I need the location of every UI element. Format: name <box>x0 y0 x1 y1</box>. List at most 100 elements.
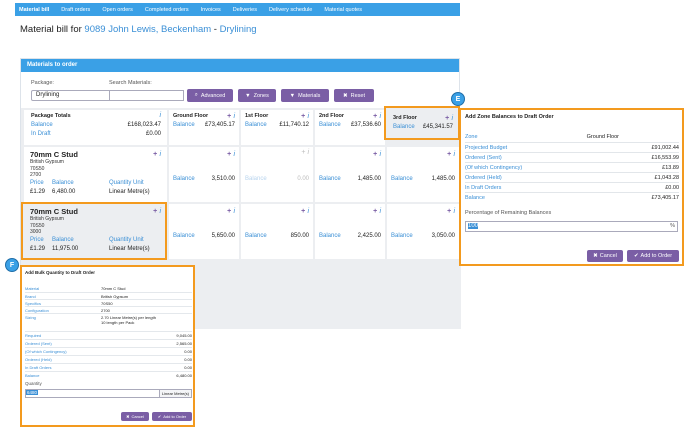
add-icon[interactable]: + <box>447 208 452 215</box>
info-icon[interactable]: i <box>379 208 381 215</box>
add-to-order-button[interactable]: ✔ Add to Order <box>152 412 192 421</box>
materials-button[interactable]: ▼ Materials <box>281 89 329 102</box>
zone-name: 3rd Floor <box>393 115 417 121</box>
project-link[interactable]: 9089 John Lewis, Beckenham <box>84 24 212 35</box>
dialog-row: Brand British Gypsum <box>25 292 192 299</box>
cell-balance-value: 3,050.00 <box>431 233 455 239</box>
zone-balances-dialog: Add Zone Balances to Draft Order Zone Gro… <box>459 108 684 266</box>
add-icon[interactable]: + <box>153 208 158 215</box>
row-value: Ground Floor <box>586 134 619 140</box>
dialog-row: Projected Budget £91,002.44 <box>465 142 679 151</box>
nav-invoices[interactable]: Invoices <box>200 6 221 13</box>
info-icon[interactable]: i <box>233 208 235 215</box>
add-label: Add to Order <box>163 414 187 419</box>
add-icon[interactable]: + <box>373 113 378 120</box>
nav-completed-orders[interactable]: Completed orders <box>144 6 189 13</box>
info-icon[interactable]: i <box>159 151 161 158</box>
cell-balance-label: Balance <box>391 233 413 239</box>
add-icon[interactable]: + <box>227 113 232 120</box>
info-icon[interactable]: i <box>233 151 235 158</box>
reset-button[interactable]: ✖ Reset <box>334 89 374 102</box>
row-value: £91,002.44 <box>651 145 679 151</box>
info-icon[interactable]: i <box>307 208 309 215</box>
info-icon[interactable]: i <box>453 151 455 158</box>
info-icon[interactable]: i <box>453 208 455 215</box>
totals-draft-value: £0.00 <box>145 131 161 137</box>
info-icon[interactable]: i <box>379 151 381 158</box>
dialog-row: Balance £73,405.17 <box>465 192 679 201</box>
material-row-2: 70mm C Stud + i British Gypsum 70S50 300… <box>24 204 167 259</box>
dialog-row: Specifics 70S50 <box>25 299 192 306</box>
add-icon[interactable]: + <box>373 208 378 215</box>
row-key: In Draft Orders <box>25 365 52 370</box>
material-zone-cell: + i Balance 2,425.00 <box>315 204 385 259</box>
add-icon[interactable]: + <box>227 151 232 158</box>
zone-name: 1st Floor <box>245 113 269 119</box>
material-brand: British Gypsum <box>30 159 64 165</box>
add-icon[interactable]: + <box>445 115 450 122</box>
add-icon[interactable]: + <box>227 208 232 215</box>
page-title: Material bill for 9089 John Lewis, Becke… <box>20 24 257 35</box>
row-value: £1,043.28 <box>654 175 679 181</box>
info-icon[interactable]: i <box>233 113 235 120</box>
row-value: 70mm C Stud <box>101 286 126 291</box>
cell-balance-value: 850.00 <box>290 233 309 239</box>
nav-deliveries[interactable]: Deliveries <box>232 6 257 13</box>
row-key: Zone <box>465 134 478 140</box>
info-icon[interactable]: i <box>451 115 453 122</box>
nav-delivery-schedule[interactable]: Delivery schedule <box>268 6 313 13</box>
dialog-row: 10 length per Pack <box>25 319 192 325</box>
cell-balance-label: Balance <box>319 176 341 182</box>
dialog-row: Zone Ground Floor <box>465 132 679 140</box>
quantity-unit-value: Linear Metre(s) <box>109 189 150 195</box>
callout-badge-f: F <box>5 258 19 272</box>
search-icon: ⌕ <box>194 92 198 98</box>
cancel-button[interactable]: ✖ Cancel <box>121 412 149 421</box>
reset-label: Reset <box>350 92 365 99</box>
material-name: 70mm C Stud <box>30 150 78 159</box>
advanced-button[interactable]: ⌕ Advanced <box>187 89 233 102</box>
search-label: Search Materials: <box>109 80 152 86</box>
add-icon[interactable]: + <box>301 113 306 120</box>
add-icon[interactable]: + <box>301 208 306 215</box>
nav-material-quotes[interactable]: Material quotes <box>324 6 362 13</box>
row-value: 10 length per Pack <box>101 320 135 325</box>
dialog-row: Required 9,045.00 <box>25 331 192 338</box>
zones-button[interactable]: ▼ Zones <box>238 89 276 102</box>
add-to-order-button[interactable]: ✔ Add to Order <box>627 250 679 262</box>
cancel-button[interactable]: ✖ Cancel <box>587 250 623 262</box>
nav-draft-orders[interactable]: Draft orders <box>61 6 91 13</box>
add-icon[interactable]: + <box>447 151 452 158</box>
nav-open-orders[interactable]: Open orders <box>102 6 133 13</box>
info-icon-disabled: i <box>307 149 309 156</box>
percent-unit: % <box>670 223 675 229</box>
search-input[interactable] <box>109 90 184 101</box>
row-key: Specifics <box>25 301 42 306</box>
info-icon[interactable]: i <box>307 113 309 120</box>
add-icon[interactable]: + <box>153 151 158 158</box>
quantity-input[interactable]: 6480 Linear Metre(s) <box>25 389 192 398</box>
dialog-title: Add Zone Balances to Draft Order <box>465 114 554 120</box>
package-select-value: Drylining <box>36 92 60 98</box>
material-zone-cell: + i Balance 5,650.00 <box>169 204 239 259</box>
cell-balance-label: Balance <box>391 176 413 182</box>
add-icon[interactable]: + <box>373 151 378 158</box>
zone-balance-value: £37,536.60 <box>350 122 381 128</box>
row-key: Material <box>25 286 40 291</box>
row-value: 2700 <box>101 308 110 313</box>
price-label: Price <box>30 237 44 243</box>
title-separator: - <box>211 24 220 35</box>
balance-label: Balance <box>52 237 74 243</box>
check-icon: ✔ <box>633 253 639 259</box>
material-brand: British Gypsum <box>30 216 64 222</box>
balance-value: 11,975.00 <box>52 246 79 252</box>
percentage-input[interactable]: 100 % <box>465 221 678 232</box>
info-icon[interactable]: i <box>159 112 161 119</box>
totals-balance-value: £168,023.47 <box>127 122 161 128</box>
info-icon[interactable]: i <box>379 113 381 120</box>
info-icon[interactable]: i <box>159 208 161 215</box>
zone-balance-label: Balance <box>245 122 267 128</box>
nav-material-bill[interactable]: Material bill <box>19 6 50 13</box>
trade-link[interactable]: Drylining <box>219 24 257 35</box>
cell-balance-value: 5,650.00 <box>211 233 235 239</box>
